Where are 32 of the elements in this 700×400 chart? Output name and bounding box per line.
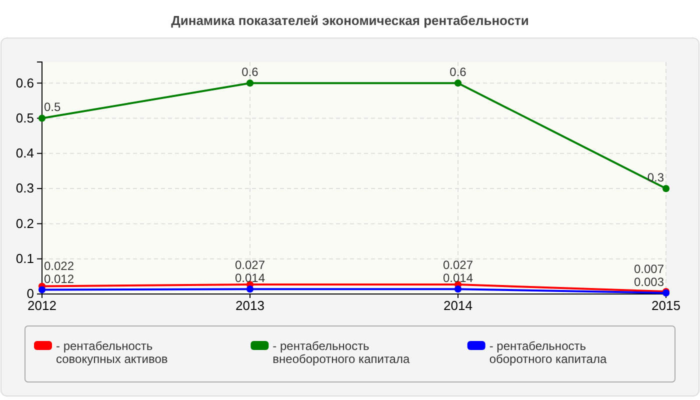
x-tick-label: 2014 <box>444 298 472 314</box>
point <box>454 80 462 87</box>
x-tick-label: 2015 <box>652 298 680 314</box>
point <box>246 80 254 87</box>
chart-title: Динамика показателей экономическая рентабельности <box>171 13 529 28</box>
data-label: 0.014 <box>234 271 266 286</box>
legend-label: - рентабельность оборотного капитала <box>489 339 607 366</box>
legend-label: - рентабельность внеоборотного капитала <box>272 339 410 366</box>
point <box>454 286 462 293</box>
data-label: 0.012 <box>44 272 74 286</box>
data-label: 0.003 <box>634 274 664 289</box>
point <box>38 286 46 294</box>
data-label: 0.3 <box>647 170 664 185</box>
data-label: 0.6 <box>242 65 259 80</box>
legend-label: - рентабельность совокупных активов <box>56 339 168 366</box>
point <box>38 114 46 122</box>
data-label: 0.5 <box>44 100 62 114</box>
y-tick-label: 0.1 <box>16 251 34 266</box>
y-tick-label: 0.3 <box>16 180 34 196</box>
x-tick-label: 2013 <box>236 298 264 314</box>
data-label: 0.6 <box>450 65 467 80</box>
point <box>246 286 254 293</box>
point <box>662 184 670 192</box>
data-label: 0.027 <box>234 258 266 272</box>
data-label: 0.007 <box>634 262 664 276</box>
y-tick-label: 0.2 <box>16 216 34 231</box>
data-label: 0.022 <box>44 258 74 273</box>
y-tick-label: 0.6 <box>16 75 34 90</box>
y-tick-label: 0.4 <box>16 146 34 161</box>
data-label: 0.027 <box>442 258 474 272</box>
data-label: 0.014 <box>442 271 474 286</box>
y-tick-label: 0.5 <box>16 110 34 126</box>
